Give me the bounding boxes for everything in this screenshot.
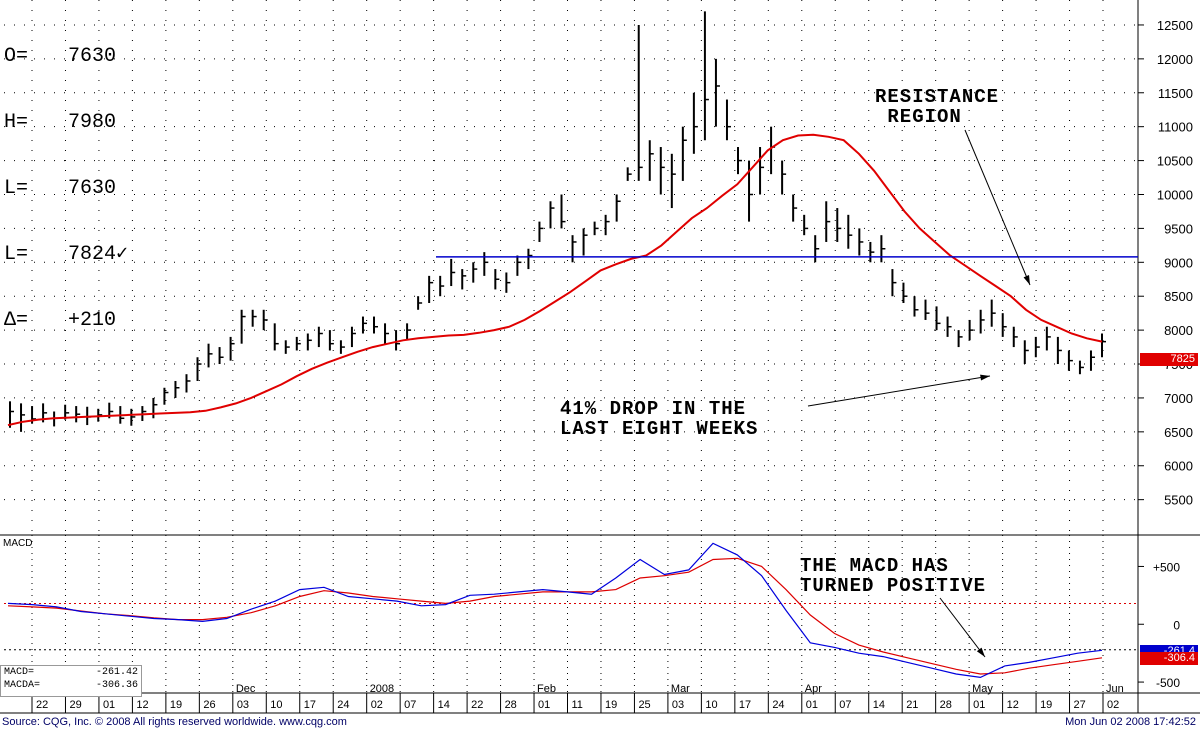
macda-line (7, 557, 1103, 675)
date-tick-label: 28 (505, 699, 517, 711)
annotation-arrows (807, 129, 1031, 658)
date-tick-label: 01 (973, 699, 985, 711)
price-tick-label: 6500 (1164, 425, 1193, 440)
macda-price-tag: -306.4 (1140, 652, 1198, 665)
price-tick-label: 11500 (1158, 86, 1193, 101)
date-tick-label: 12 (136, 699, 148, 711)
price-tick-label: 7000 (1164, 391, 1193, 406)
date-tick-label: 19 (170, 699, 182, 711)
date-tick-label: 19 (605, 699, 617, 711)
date-tick-label: 24 (772, 699, 784, 711)
quote-row: O= 7630 (4, 45, 117, 68)
price-tick-label: 10000 (1157, 187, 1193, 202)
quote-row: L= 7824✓ (4, 243, 129, 266)
date-tick-label: 12 (1007, 699, 1019, 711)
quote-row: H= 7980 (4, 111, 117, 134)
macd-tick-label: 0 (1173, 618, 1180, 632)
price-tick-label: 5500 (1164, 493, 1193, 508)
drop-arrow-head (980, 374, 990, 381)
resistance-arrow-head (1023, 275, 1030, 285)
drop-annotation: 41% DROP IN THE LAST EIGHT WEEKS (560, 398, 759, 440)
timestamp-footer: Mon Jun 02 2008 17:42:52 (1065, 716, 1196, 728)
source-footer: Source: CQG, Inc. © 2008 All rights rese… (2, 716, 347, 728)
ohlc-readout: O= 7630 H= 7980 L= 7630 L= 7824✓ Δ= +210 (4, 2, 128, 354)
macd-arrow-head (976, 647, 985, 657)
date-tick-label: 03 (672, 699, 684, 711)
macd-tick-label: +500 (1153, 560, 1180, 574)
price-tick-label: 8500 (1164, 289, 1193, 304)
date-tick-label: 29 (69, 699, 81, 711)
macda-value: -306.36 (95, 680, 138, 691)
resistance-arrow (964, 129, 1031, 286)
price-tick-label: 10500 (1157, 154, 1193, 169)
date-tick-label: 17 (739, 699, 751, 711)
date-tick-label: 14 (438, 699, 450, 711)
date-tick-label: 11 (572, 699, 583, 711)
macd-panel (7, 542, 1103, 679)
macd-value: -261.42 (95, 667, 138, 678)
date-tick-label: 10 (705, 699, 717, 711)
date-tick-label: 24 (337, 699, 349, 711)
moving-average-line (7, 133, 1103, 427)
macd-tick-label: -500 (1156, 676, 1180, 690)
date-tick-label: 07 (839, 699, 851, 711)
month-tick-label: Feb (537, 683, 556, 695)
quote-row: Δ= +210 (4, 309, 117, 332)
quote-row: L= 7630 (4, 177, 117, 200)
macda-label: MACDA= (4, 680, 41, 691)
date-tick-label: 02 (371, 699, 383, 711)
macd-values-box: MACD= -261.42 MACDA= -306.36 (0, 665, 142, 697)
date-tick-label: 14 (873, 699, 885, 711)
price-tick-label: 6000 (1164, 459, 1193, 474)
date-tick-label: 25 (638, 699, 650, 711)
date-tick-label: 02 (1107, 699, 1119, 711)
month-tick-label: Dec (236, 683, 256, 695)
price-tick-label: 8000 (1164, 323, 1193, 338)
month-tick-label: Mar (671, 683, 690, 695)
macd-arrow (939, 597, 986, 658)
month-tick-label: Jun (1106, 683, 1124, 695)
price-tick-label: 12000 (1157, 52, 1193, 67)
macd-line (7, 542, 1103, 679)
date-tick-label: 28 (940, 699, 952, 711)
date-tick-label: 01 (538, 699, 550, 711)
date-tick-label: 26 (203, 699, 215, 711)
price-tick-label: 12500 (1157, 18, 1193, 33)
month-tick-label: 2008 (370, 683, 394, 695)
price-tick-label: 9500 (1164, 221, 1193, 236)
price-bars (9, 11, 1106, 432)
month-tick-label: Apr (805, 683, 822, 695)
macd-label: MACD= (4, 667, 35, 678)
date-tick-label: 03 (237, 699, 249, 711)
date-tick-label: 10 (270, 699, 282, 711)
chart-grid (4, 0, 1138, 693)
month-tick-label: May (972, 683, 993, 695)
drop-arrow (807, 375, 991, 407)
price-tick-label: 11000 (1158, 120, 1193, 135)
date-tick-label: 27 (1074, 699, 1086, 711)
date-tick-label: 22 (471, 699, 483, 711)
macd-title: MACD (3, 538, 33, 549)
date-tick-label: 07 (404, 699, 416, 711)
date-tick-label: 22 (36, 699, 48, 711)
chart-axes (0, 0, 1200, 714)
date-tick-label: 19 (1040, 699, 1052, 711)
price-tick-label: 9000 (1164, 255, 1193, 270)
date-tick-label: 21 (906, 699, 918, 711)
date-tick-label: 01 (103, 699, 115, 711)
resistance-annotation: RESISTANCE REGION (875, 86, 1000, 128)
macd-annotation: THE MACD HAS TURNED POSITIVE (800, 555, 987, 597)
date-tick-label: 01 (806, 699, 818, 711)
date-tick-label: 17 (304, 699, 316, 711)
last-price-tag: 7825 (1140, 353, 1198, 366)
